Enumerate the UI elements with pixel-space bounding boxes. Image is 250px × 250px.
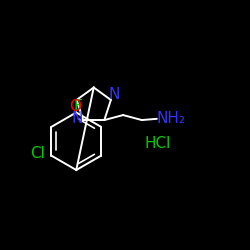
Text: N: N bbox=[109, 88, 120, 102]
Text: F: F bbox=[73, 99, 82, 114]
Text: N: N bbox=[71, 111, 83, 126]
Text: O: O bbox=[70, 99, 82, 114]
Text: HCl: HCl bbox=[144, 136, 171, 151]
Text: Cl: Cl bbox=[30, 146, 45, 161]
Text: NH₂: NH₂ bbox=[156, 111, 185, 126]
